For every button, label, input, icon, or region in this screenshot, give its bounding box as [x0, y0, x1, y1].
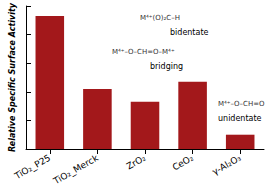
- svg-text:ZrO₂: ZrO₂: [125, 152, 148, 171]
- svg-text:M⁴⁺–O–CH=O: M⁴⁺–O–CH=O: [218, 100, 265, 108]
- svg-text:M⁴⁺(O)₂C–H: M⁴⁺(O)₂C–H: [140, 14, 180, 22]
- svg-text:M⁴⁺–O–CH=O–M⁴⁺: M⁴⁺–O–CH=O–M⁴⁺: [112, 48, 175, 56]
- svg-text:γ-Al₂O₃: γ-Al₂O₃: [210, 152, 243, 177]
- svg-text:CeO₂: CeO₂: [171, 152, 196, 172]
- svg-text:bidentate: bidentate: [170, 28, 209, 37]
- svg-text:TiO₂_Merck: TiO₂_Merck: [51, 152, 101, 186]
- svg-text:bridging: bridging: [150, 62, 183, 71]
- svg-text:TiO₂_P25: TiO₂_P25: [12, 153, 52, 182]
- svg-text:Relative Specific Surface Acti: Relative Specific Surface Activity: [8, 2, 17, 152]
- svg-text:unidentate: unidentate: [218, 114, 262, 123]
